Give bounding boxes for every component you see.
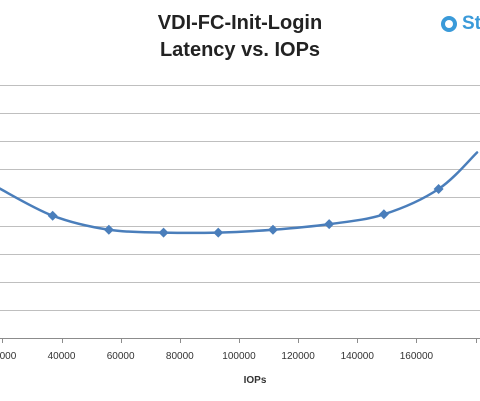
chart-title-line-2: Latency vs. IOPs (159, 39, 321, 61)
chart-title-line-1: VDI-FC-Init-Login (157, 12, 323, 34)
data-point-marker (324, 219, 335, 230)
brand-logo: St (441, 13, 480, 35)
series-latency (0, 151, 479, 235)
data-point-marker (378, 209, 389, 220)
x-tick-label: 40000 (48, 351, 76, 362)
x-tick-labels: 20000 40000 60000 80000 100000 120000 140000 16… (0, 351, 434, 362)
x-tick-label: 20000 (0, 351, 17, 362)
storagereview-logo-icon (441, 16, 457, 32)
x-tick-label: 140000 (341, 351, 375, 362)
data-point-marker (267, 224, 278, 235)
data-point-marker (103, 224, 114, 235)
series-markers (47, 184, 444, 238)
x-axis-title: IOPs (244, 375, 267, 386)
chart-title: VDI-FC-Init-Login Latency vs. IOPs (0, 10, 480, 64)
x-tick-label: 80000 (166, 351, 194, 362)
data-point-marker (213, 227, 224, 238)
x-tick-label: 120000 (281, 351, 315, 362)
x-tick-label: 160000 (400, 351, 434, 362)
data-point-marker (433, 184, 444, 195)
brand-text: St (462, 13, 480, 34)
x-axis (0, 338, 480, 343)
data-point-marker (158, 227, 169, 238)
x-tick-label: 60000 (107, 351, 135, 362)
x-tick-label: 100000 (222, 351, 256, 362)
series-line (0, 151, 479, 235)
gridlines (0, 85, 480, 339)
data-point-marker (47, 210, 58, 221)
